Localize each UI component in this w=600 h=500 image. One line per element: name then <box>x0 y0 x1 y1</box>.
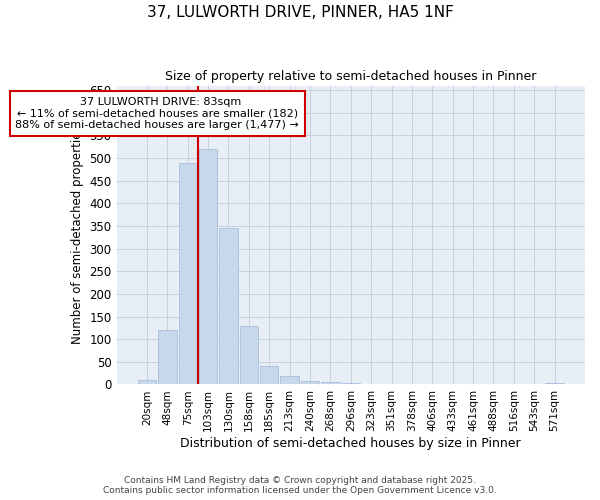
Text: 37 LULWORTH DRIVE: 83sqm
← 11% of semi-detached houses are smaller (182)
88% of : 37 LULWORTH DRIVE: 83sqm ← 11% of semi-d… <box>16 97 299 130</box>
Y-axis label: Number of semi-detached properties: Number of semi-detached properties <box>71 126 84 344</box>
Text: 37, LULWORTH DRIVE, PINNER, HA5 1NF: 37, LULWORTH DRIVE, PINNER, HA5 1NF <box>146 5 454 20</box>
Bar <box>341 382 360 384</box>
Bar <box>280 376 299 384</box>
Text: Contains HM Land Registry data © Crown copyright and database right 2025.
Contai: Contains HM Land Registry data © Crown c… <box>103 476 497 495</box>
Bar <box>220 228 238 384</box>
Bar <box>321 382 340 384</box>
Bar <box>179 162 197 384</box>
Bar <box>138 380 156 384</box>
Bar <box>545 382 564 384</box>
Bar <box>199 149 217 384</box>
Title: Size of property relative to semi-detached houses in Pinner: Size of property relative to semi-detach… <box>165 70 536 83</box>
X-axis label: Distribution of semi-detached houses by size in Pinner: Distribution of semi-detached houses by … <box>181 437 521 450</box>
Bar <box>240 326 258 384</box>
Bar <box>260 366 278 384</box>
Bar <box>158 330 176 384</box>
Bar <box>301 381 319 384</box>
